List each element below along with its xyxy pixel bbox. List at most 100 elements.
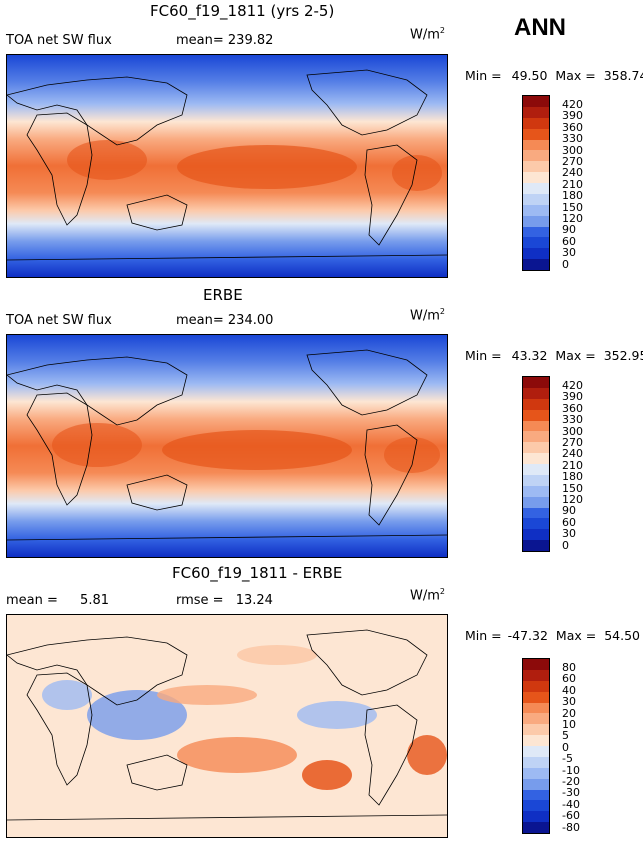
colorbar-tick-label: 30 xyxy=(562,246,576,260)
colorbar-swatch xyxy=(523,183,549,194)
colorbar-tick-label: -80 xyxy=(562,820,580,834)
colorbar-swatch xyxy=(523,474,549,486)
colorbar-tick-label: 20 xyxy=(562,706,576,720)
colorbar-tick-label: 270 xyxy=(562,155,583,168)
units-exp: 2 xyxy=(439,587,445,596)
colorbar-tick-label: 30 xyxy=(562,527,576,541)
colorbar-swatch xyxy=(523,96,549,107)
colorbar-tick-label: 210 xyxy=(562,177,583,191)
colorbar-swatch xyxy=(523,669,549,681)
colorbar-swatch xyxy=(523,237,549,249)
panel-1-map-svg xyxy=(7,55,447,277)
colorbar-swatch xyxy=(523,398,549,410)
colorbar-tick-label: 10 xyxy=(562,718,576,731)
colorbar-tick-label: 60 xyxy=(562,515,576,529)
colorbar-swatch xyxy=(523,161,549,173)
colorbar-tick-label: -60 xyxy=(562,809,580,823)
colorbar-swatch xyxy=(523,226,549,238)
colorbar-tick-label: -20 xyxy=(562,775,580,788)
panel-2-minmax: Min = 43.32 Max = 352.95 xyxy=(465,348,643,363)
panel-1-map xyxy=(6,54,448,278)
colorbar-tick-label: 0 xyxy=(562,538,569,552)
panel-1-mean-value: 239.82 xyxy=(227,33,274,48)
colorbar-swatch xyxy=(523,529,549,541)
colorbar-swatch xyxy=(523,485,549,497)
colorbar-swatch xyxy=(523,377,549,388)
panel-3-minmax: Min = -47.32 Max = 54.50 xyxy=(465,628,640,643)
panel-1-units: W/m2 xyxy=(410,26,445,42)
colorbar-tick-label: 30 xyxy=(562,695,576,709)
colorbar-swatch xyxy=(523,735,549,746)
colorbar-swatch xyxy=(523,420,549,432)
colorbar-swatch xyxy=(523,713,549,725)
colorbar-swatch xyxy=(523,117,549,129)
colorbar-swatch xyxy=(523,724,549,736)
colorbar-tick-label: 60 xyxy=(562,234,576,248)
colorbar-swatch xyxy=(523,540,549,551)
colorbar-swatch xyxy=(523,409,549,421)
panel-3-rmse-label: rmse = xyxy=(176,593,224,608)
colorbar-tick-label: -40 xyxy=(562,797,580,811)
units-text: W/m xyxy=(410,27,440,43)
max-label: Max = xyxy=(555,628,597,643)
panel-3-map-svg xyxy=(7,615,447,837)
colorbar-tick-label: 180 xyxy=(562,470,583,484)
colorbar-tick-label: 60 xyxy=(562,672,576,686)
max-label: Max = xyxy=(555,348,596,363)
colorbar-swatch xyxy=(523,139,549,151)
units-exp: 2 xyxy=(439,307,445,316)
colorbar-tick-label: 330 xyxy=(562,413,583,427)
colorbar-swatch xyxy=(523,507,549,519)
panel-3-colorbar xyxy=(522,658,550,834)
min-label: Min = xyxy=(465,628,502,643)
panel-2-map xyxy=(6,334,448,558)
colorbar-tick-label: 240 xyxy=(562,447,583,461)
colorbar-swatch xyxy=(523,746,549,757)
colorbar-swatch xyxy=(523,811,549,823)
colorbar-swatch xyxy=(523,204,549,216)
colorbar-tick-label: 240 xyxy=(562,166,583,180)
colorbar-tick-label: 180 xyxy=(562,189,583,203)
colorbar-swatch xyxy=(523,464,549,475)
min-value: 49.50 xyxy=(511,68,548,83)
panel-1-mean: mean= 239.82 xyxy=(176,33,273,48)
colorbar-swatch xyxy=(523,756,549,768)
max-value: 358.74 xyxy=(603,68,643,83)
colorbar-tick-label: 300 xyxy=(562,424,583,438)
panel-2-units: W/m2 xyxy=(410,307,445,323)
colorbar-swatch xyxy=(523,128,549,140)
colorbar-tick-label: 40 xyxy=(562,683,576,697)
units-text: W/m xyxy=(410,588,440,604)
colorbar-swatch xyxy=(523,702,549,714)
panel-1-mean-label: mean= xyxy=(176,33,224,48)
panel-3-title: FC60_f19_1811 - ERBE xyxy=(172,564,343,582)
colorbar-tick-label: -30 xyxy=(562,786,580,800)
colorbar-swatch xyxy=(523,659,549,670)
panel-2-mean-value: 234.00 xyxy=(227,313,274,328)
colorbar-tick-label: 80 xyxy=(562,661,576,674)
colorbar-swatch xyxy=(523,691,549,703)
colorbar-tick-label: 390 xyxy=(562,109,583,123)
colorbar-swatch xyxy=(523,106,549,118)
colorbar-swatch xyxy=(523,800,549,812)
season-label: ANN xyxy=(514,14,566,41)
colorbar-swatch xyxy=(523,453,549,464)
units-exp: 2 xyxy=(439,26,445,35)
colorbar-tick-label: 0 xyxy=(562,740,569,754)
min-value: 43.32 xyxy=(511,348,548,363)
colorbar-tick-label: 0 xyxy=(562,257,569,271)
colorbar-swatch xyxy=(523,431,549,443)
colorbar-tick-label: 330 xyxy=(562,132,583,146)
panel-2-colorbar xyxy=(522,376,550,552)
colorbar-tick-label: 300 xyxy=(562,143,583,157)
panel-1-colorbar xyxy=(522,95,550,271)
colorbar-swatch xyxy=(523,442,549,454)
colorbar-swatch xyxy=(523,778,549,790)
min-value: -47.32 xyxy=(507,628,548,643)
colorbar-swatch xyxy=(523,518,549,530)
panel-2-variable: TOA net SW flux xyxy=(6,313,112,328)
panel-3-map xyxy=(6,614,448,838)
colorbar-swatch xyxy=(523,150,549,162)
colorbar-swatch xyxy=(523,259,549,270)
panel-3-rmse: rmse = 13.24 xyxy=(176,593,273,608)
